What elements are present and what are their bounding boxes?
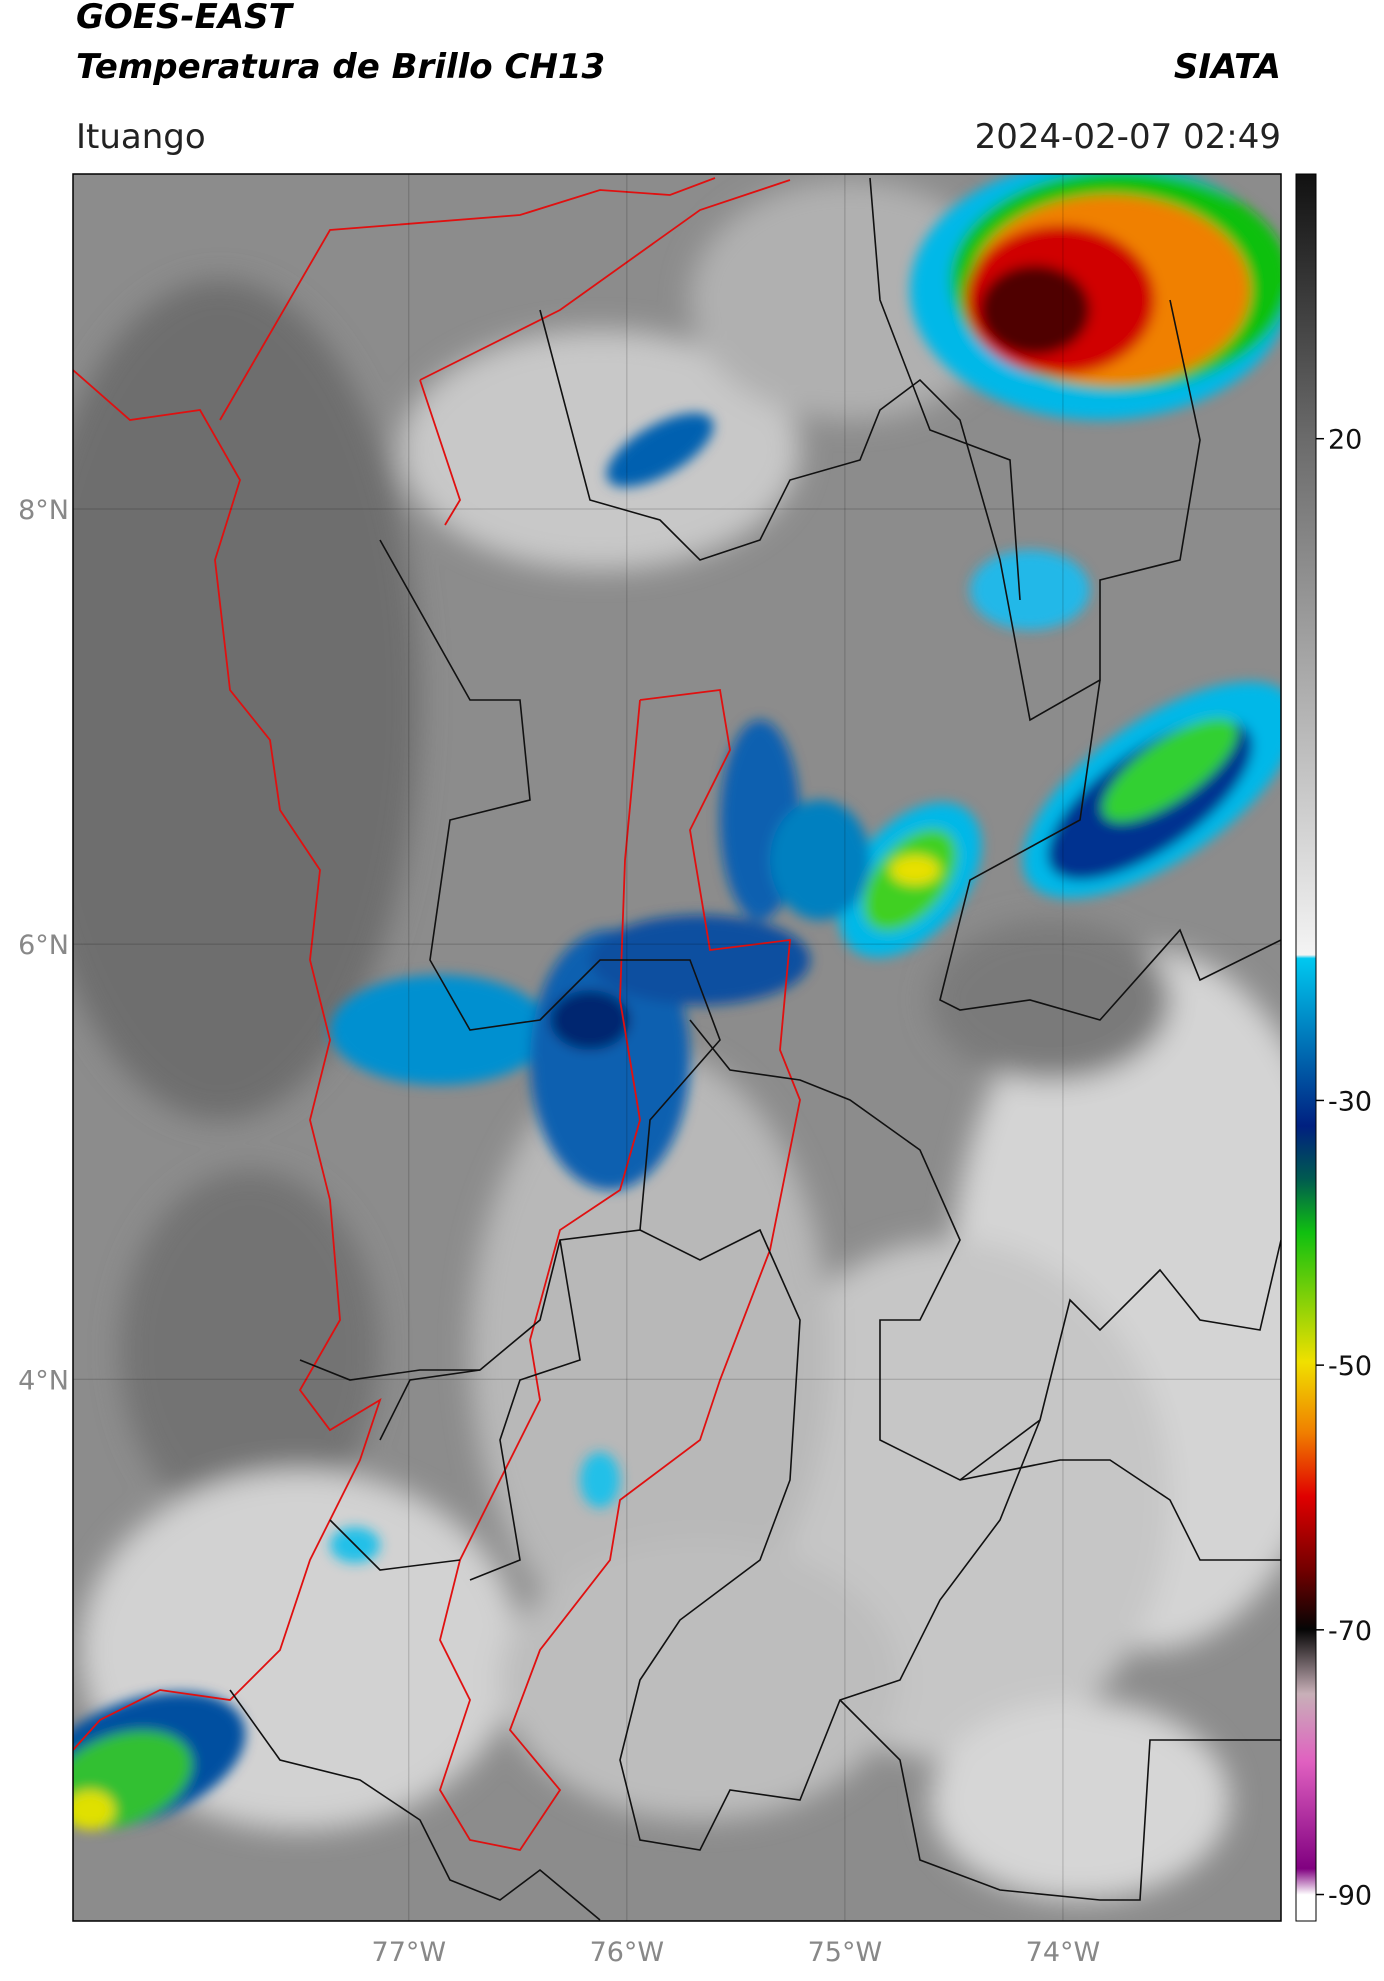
title-line2: Temperatura de Brillo CH13 — [76, 47, 605, 87]
satellite-image — [73, 174, 1281, 1921]
datetime: 2024-02-07 02:49 — [975, 117, 1281, 157]
title-line1: GOES-EAST — [76, 0, 295, 37]
colorbar-tick-label: 20 — [1328, 425, 1362, 456]
x-tick-label: 77°W — [372, 1937, 447, 1968]
y-tick-label: 8°N — [18, 495, 69, 526]
x-tick-label: 75°W — [808, 1937, 883, 1968]
colorbar-tick-label: -70 — [1328, 1616, 1372, 1647]
map-frame — [72, 173, 1282, 1922]
source: SIATA — [1174, 47, 1281, 87]
y-tick-label: 4°N — [18, 1365, 69, 1396]
colorbar — [1295, 173, 1317, 1922]
location: Ituango — [76, 117, 206, 157]
x-tick-label: 76°W — [590, 1937, 665, 1968]
x-tick-label: 74°W — [1026, 1937, 1101, 1968]
y-tick-label: 6°N — [18, 930, 69, 961]
colorbar-tick-label: -50 — [1328, 1351, 1372, 1382]
colorbar-tick-label: -90 — [1328, 1881, 1372, 1912]
colorbar-tick-label: -30 — [1328, 1086, 1372, 1117]
